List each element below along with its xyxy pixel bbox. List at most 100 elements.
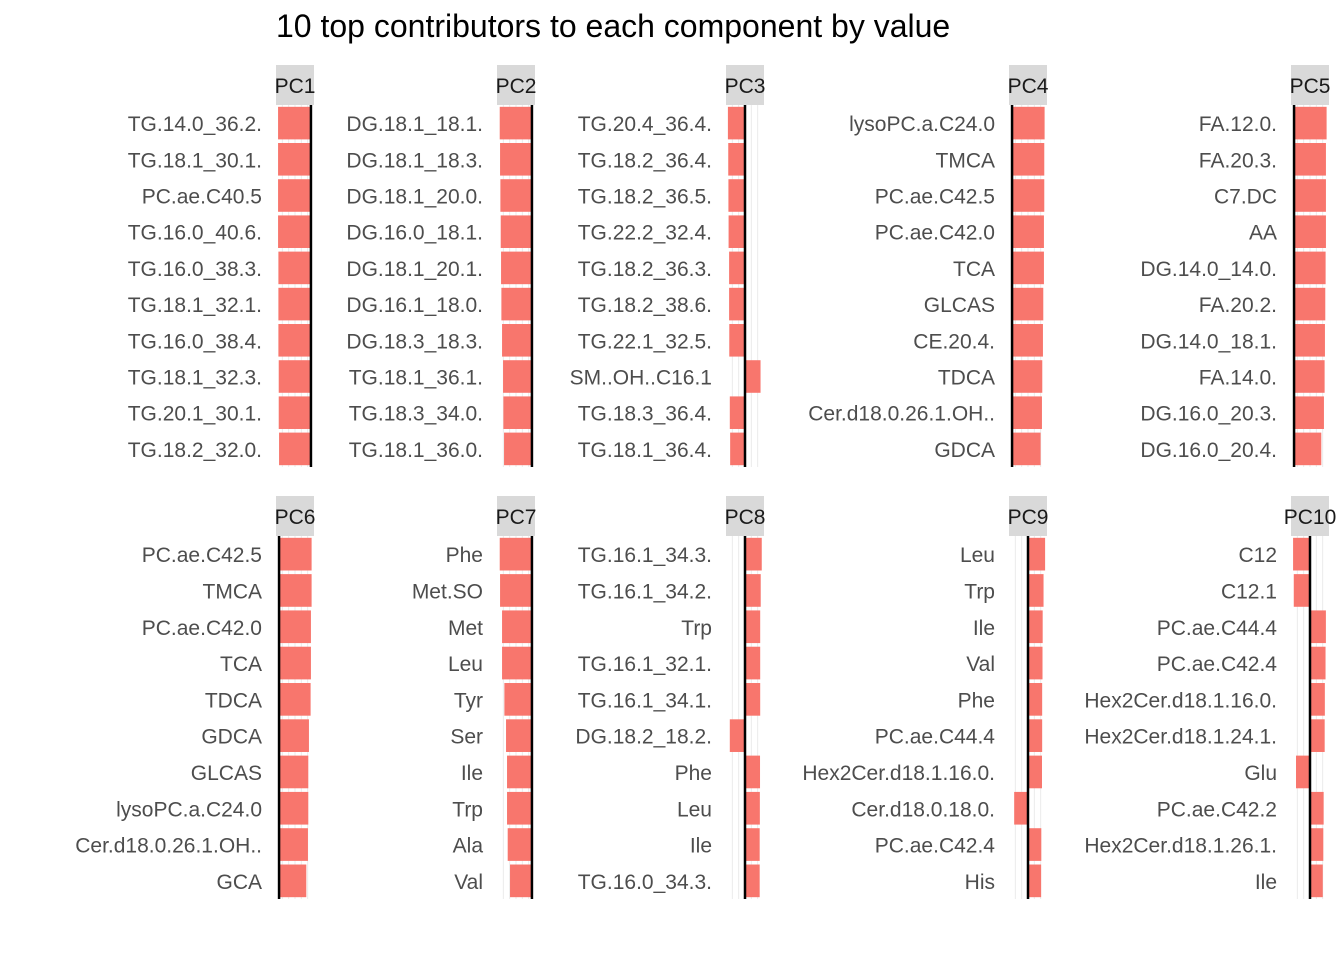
category-label: DG.16.0_18.1. [346, 222, 483, 245]
bar-PC5-6 [1294, 287, 1326, 321]
bar-PC6-10 [279, 864, 307, 898]
bar-PC2-7 [502, 324, 532, 357]
facet-strip-PC10 [1291, 496, 1329, 536]
bar-PC5-8 [1294, 360, 1325, 393]
category-label: Trp [964, 580, 995, 603]
category-label: Cer.d18.0.26.1.OH.. [75, 835, 262, 858]
category-label: Val [454, 871, 483, 894]
category-label: Cer.d18.0.26.1.OH.. [808, 403, 995, 426]
bar-PC6-5 [279, 683, 311, 716]
category-label: Ala [453, 835, 484, 858]
bar-PC2-6 [501, 287, 532, 321]
bar-PC8-5 [745, 683, 761, 716]
category-label: Met [448, 617, 483, 640]
category-label: TG.16.0_38.4. [128, 330, 262, 353]
category-label: GDCA [934, 439, 995, 462]
category-label: GDCA [201, 726, 262, 749]
facet-label-PC1: PC1 [275, 75, 316, 98]
facet-label-PC8: PC8 [725, 506, 766, 529]
category-label: DG.14.0_18.1. [1140, 330, 1277, 353]
bar-PC4-3 [1012, 179, 1045, 212]
bar-PC3-7 [729, 324, 745, 357]
category-label: TG.14.0_36.2. [128, 113, 262, 136]
bar-PC10-7 [1296, 755, 1310, 789]
category-label: TG.18.1_32.3. [128, 367, 262, 390]
category-label: Met.SO [412, 580, 483, 603]
facet-strip-PC1 [276, 65, 314, 105]
facet-label-PC10: PC10 [1284, 506, 1337, 529]
category-label: PC.ae.C42.5 [142, 544, 262, 567]
bar-PC1-4 [278, 215, 311, 248]
category-label: TG.18.2_36.4. [578, 149, 712, 172]
category-label: DG.18.1_20.0. [346, 186, 483, 209]
bar-PC10-4 [1310, 646, 1326, 680]
category-label: TG.16.1_34.1. [578, 689, 712, 712]
bar-PC2-5 [501, 251, 532, 285]
category-label: DG.18.3_18.3. [346, 330, 483, 353]
bar-PC2-3 [500, 179, 532, 212]
category-label: TG.16.0_40.6. [128, 222, 262, 245]
bar-PC2-9 [503, 396, 532, 429]
bar-PC4-4 [1012, 215, 1044, 248]
category-label: Hex2Cer.d18.1.16.0. [802, 762, 995, 785]
bar-PC9-8 [1014, 791, 1028, 825]
bar-PC7-5 [504, 683, 532, 716]
bar-PC10-2 [1293, 574, 1310, 607]
bar-PC10-9 [1310, 828, 1324, 861]
bar-PC1-9 [278, 396, 311, 429]
facet-strip-PC2 [497, 65, 535, 105]
category-label: DG.18.1_18.3. [346, 149, 483, 172]
bar-PC3-4 [728, 215, 745, 248]
bar-PC4-8 [1012, 360, 1043, 393]
bar-PC10-8 [1310, 791, 1324, 825]
bar-PC1-2 [278, 143, 311, 176]
category-label: His [965, 871, 995, 894]
category-label: Trp [452, 798, 483, 821]
category-label: TG.18.3_36.4. [578, 403, 712, 426]
category-label: TG.18.2_32.0. [128, 439, 262, 462]
bar-PC4-7 [1012, 324, 1043, 357]
bar-PC2-10 [504, 432, 532, 466]
category-label: GLCAS [191, 762, 262, 785]
bar-PC6-3 [279, 610, 311, 644]
category-label: TMCA [936, 149, 996, 172]
facet-strip-PC8 [726, 496, 764, 536]
category-label: lysoPC.a.C24.0 [116, 798, 262, 821]
bar-PC10-5 [1310, 683, 1325, 716]
facet-strip-PC4 [1009, 65, 1047, 105]
category-label: Hex2Cer.d18.1.26.1. [1084, 835, 1277, 858]
bar-PC3-2 [728, 143, 745, 176]
bar-PC7-10 [510, 864, 532, 898]
bar-PC9-9 [1028, 828, 1042, 861]
category-label: Phe [958, 689, 995, 712]
bar-PC8-2 [745, 574, 761, 607]
category-label: TCA [220, 653, 262, 676]
category-label: TG.16.0_38.3. [128, 258, 262, 281]
category-label: TG.22.1_32.5. [578, 330, 712, 353]
facet-strip-PC6 [276, 496, 314, 536]
category-label: Val [966, 653, 995, 676]
category-label: TG.20.1_30.1. [128, 403, 262, 426]
bar-PC2-2 [500, 143, 532, 176]
category-label: FA.20.2. [1199, 294, 1277, 317]
bar-PC7-9 [507, 828, 532, 861]
facet-strip-PC7 [497, 496, 535, 536]
bar-PC7-4 [502, 646, 532, 680]
category-label: DG.18.2_18.2. [575, 726, 712, 749]
category-label: DG.18.1_18.1. [346, 113, 483, 136]
category-label: Ile [461, 762, 483, 785]
bar-PC9-7 [1028, 755, 1042, 789]
bar-PC9-1 [1028, 537, 1046, 571]
bar-PC9-6 [1028, 719, 1043, 752]
category-label: SM..OH..C16.1 [570, 367, 712, 390]
bar-PC1-6 [278, 287, 311, 321]
category-label: TMCA [203, 580, 263, 603]
category-label: TCA [953, 258, 995, 281]
category-label: GCA [216, 871, 262, 894]
category-label: TG.18.1_32.1. [128, 294, 262, 317]
facet-label-PC9: PC9 [1008, 506, 1049, 529]
bar-PC2-1 [499, 106, 532, 140]
bar-PC5-2 [1294, 143, 1326, 176]
bar-PC7-1 [499, 537, 532, 571]
category-label: TG.16.1_32.1. [578, 653, 712, 676]
